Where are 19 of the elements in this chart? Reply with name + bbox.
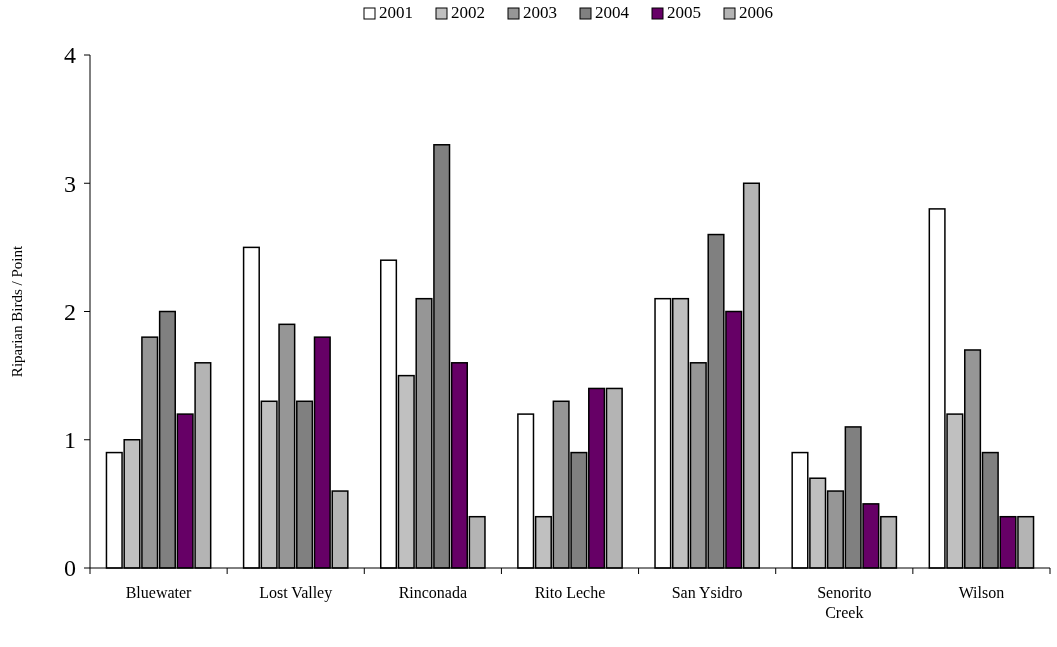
x-tick-label: Rito Leche	[534, 584, 606, 601]
legend-label: 2001	[379, 3, 413, 22]
legend-label: 2004	[595, 3, 630, 22]
y-axis-title: Riparian Birds / Point	[9, 245, 25, 378]
y-tick-label: 3	[64, 170, 76, 197]
x-tick-label: Wilson	[958, 584, 1005, 601]
x-tick-label: Rinconada	[398, 584, 468, 601]
legend-label: 2006	[739, 3, 773, 22]
legend-label: 2003	[523, 3, 557, 22]
y-tick-label: 4	[64, 42, 76, 69]
x-tick-label: Senorito Creek	[817, 584, 872, 621]
y-tick-label: 2	[64, 298, 76, 325]
legend-label: 2002	[451, 3, 485, 22]
x-tick-label: Lost Valley	[259, 584, 333, 602]
x-tick-label: Bluewater	[125, 584, 193, 601]
y-tick-label: 0	[64, 555, 76, 582]
x-tick-label: San Ysidro	[671, 584, 743, 601]
y-tick-label: 1	[64, 427, 76, 454]
legend-label: 2005	[667, 3, 701, 22]
